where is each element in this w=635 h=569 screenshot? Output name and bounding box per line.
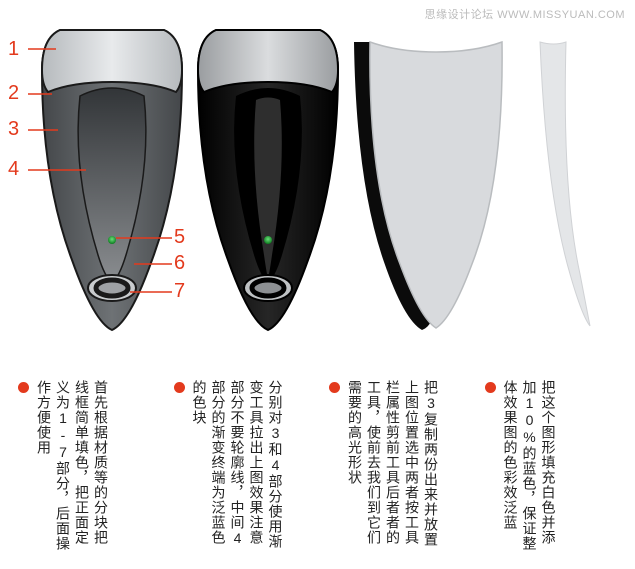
label-6: 6 (174, 252, 185, 275)
desc-text-1: 首先根据材质等的分块把线框简单填色，把正面定义为1-7部分，后面操作方便使用 (34, 380, 110, 555)
bullet-icon (174, 382, 185, 393)
label-2: 2 (8, 82, 19, 105)
shape-2 (198, 30, 338, 330)
label-3: 3 (8, 118, 19, 141)
bullet-icon (329, 382, 340, 393)
label-5: 5 (174, 226, 185, 249)
desc-text-4: 把这个图形填充白色并添加10%的蓝色，保证整体效果图的色彩效泛蓝 (501, 380, 558, 555)
desc-text-3: 把3复制两份出来并放置上图位置选中两者按工具栏属性剪前工具后者者的工具，使前去我… (345, 380, 440, 555)
label-4: 4 (8, 158, 19, 181)
descriptions-row: 首先根据材质等的分块把线框简单填色，把正面定义为1-7部分，后面操作方便使用 分… (18, 380, 618, 555)
diagram-stage: 1 2 3 4 5 6 7 (0, 20, 635, 360)
desc-col-2: 分别对3和4部分使用渐变工具拉出上图效果注意部分不要轮廓线，中间4部分的渐变终端… (174, 380, 308, 555)
bullet-icon (485, 382, 496, 393)
button-ring (96, 280, 128, 296)
desc-text-2: 分别对3和4部分使用渐变工具拉出上图效果注意部分不要轮廓线，中间4部分的渐变终端… (190, 380, 285, 555)
shapes-svg (0, 20, 635, 360)
desc-col-4: 把这个图形填充白色并添加10%的蓝色，保证整体效果图的色彩效泛蓝 (485, 380, 619, 555)
desc-col-1: 首先根据材质等的分块把线框简单填色，把正面定义为1-7部分，后面操作方便使用 (18, 380, 152, 555)
led-icon (108, 236, 116, 244)
label-1: 1 (8, 38, 19, 61)
desc-col-3: 把3复制两份出来并放置上图位置选中两者按工具栏属性剪前工具后者者的工具，使前去我… (329, 380, 463, 555)
label-7: 7 (174, 280, 185, 303)
shape-4 (540, 42, 590, 326)
shape-1 (42, 30, 182, 330)
shape-3 (354, 42, 502, 330)
bullet-icon (18, 382, 29, 393)
